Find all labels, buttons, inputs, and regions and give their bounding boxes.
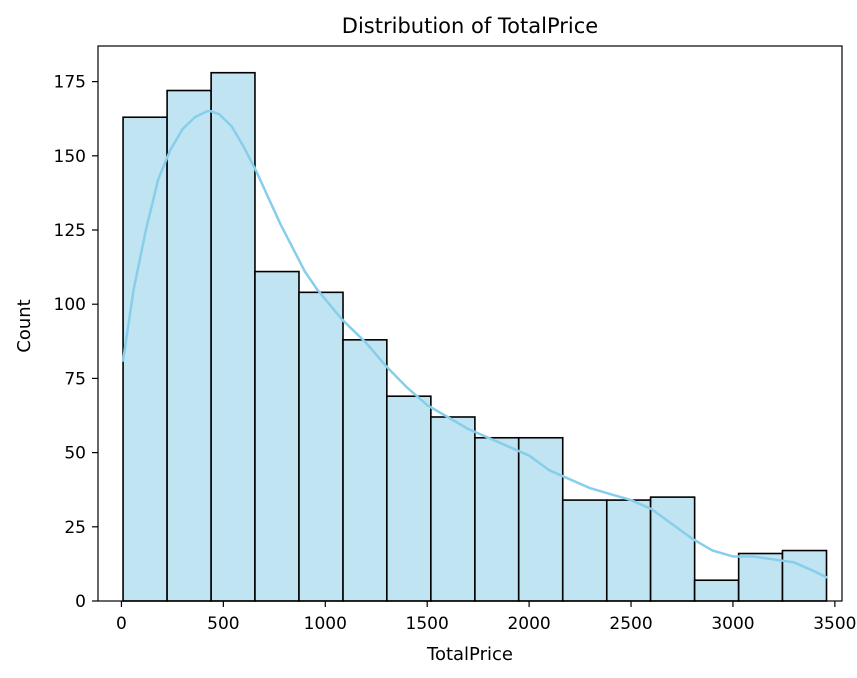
y-tick-label: 150 — [54, 147, 86, 167]
y-axis-ticks: 0 25 50 75 100 125 150 175 — [54, 73, 98, 612]
x-tick-label: 0 — [116, 614, 127, 634]
x-tick-label: 3000 — [711, 614, 754, 634]
histogram-bar-2 — [210, 71, 256, 602]
x-axis-ticks: 0 500 1000 1500 2000 2500 3000 3500 — [116, 601, 856, 634]
histogram-bar-10 — [561, 499, 608, 602]
y-tick-label: 125 — [54, 221, 86, 241]
histogram-bar-9 — [517, 436, 564, 602]
x-tick-label: 2500 — [609, 614, 652, 634]
histogram-bar-6 — [386, 395, 432, 602]
plot-frame — [97, 45, 843, 602]
histogram-bars — [122, 71, 828, 602]
histogram-bar-4 — [298, 291, 344, 602]
chart-title: Distribution of TotalPrice — [342, 14, 598, 38]
x-tick-label: 2000 — [507, 614, 550, 634]
y-axis-label: Count — [14, 299, 35, 352]
histogram-bar-3 — [254, 270, 300, 602]
y-tick-label: 75 — [64, 369, 86, 389]
x-tick-label: 3500 — [813, 614, 856, 634]
histogram-bar-0 — [122, 116, 168, 602]
histogram-bar-11 — [605, 499, 652, 602]
y-tick-label: 175 — [54, 73, 86, 93]
x-axis-label: TotalPrice — [426, 644, 513, 665]
histogram-bar-5 — [342, 339, 388, 602]
histogram-bar-7 — [430, 416, 476, 602]
x-tick-label: 1000 — [304, 614, 347, 634]
histogram-bar-1 — [166, 89, 212, 602]
y-tick-label: 50 — [64, 444, 86, 464]
x-tick-label: 1500 — [406, 614, 449, 634]
y-tick-label: 100 — [54, 295, 86, 315]
kde-curve — [121, 110, 828, 579]
y-tick-label: 25 — [64, 518, 86, 538]
histogram-bar-8 — [474, 436, 520, 602]
histogram-bar-13 — [693, 579, 740, 602]
histogram-bar-15 — [781, 549, 828, 602]
y-tick-label: 0 — [75, 592, 86, 612]
x-tick-label: 500 — [207, 614, 239, 634]
